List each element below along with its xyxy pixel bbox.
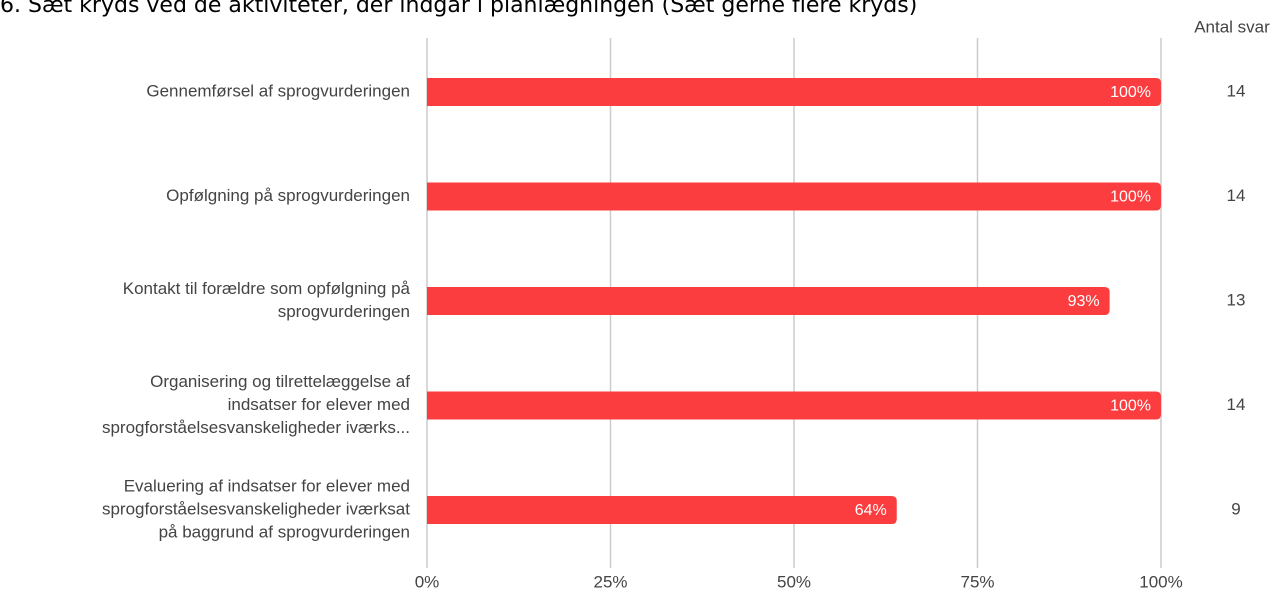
x-tick-label: 0%	[415, 572, 440, 591]
bar	[427, 287, 1110, 315]
y-tick-label: indsatser for elever med	[228, 395, 410, 414]
x-tick-label: 50%	[777, 572, 811, 591]
y-tick-label: Evaluering af indsatser for elever med	[124, 476, 410, 495]
y-tick-label: på baggrund af sprogvurderingen	[159, 522, 410, 541]
count-label: 14	[1227, 186, 1246, 205]
bar	[427, 182, 1161, 211]
count-label: 9	[1231, 499, 1240, 518]
bar	[427, 78, 1161, 106]
value-label: 100%	[1110, 398, 1151, 415]
bar	[427, 391, 1161, 420]
y-tick-label: sprogvurderingen	[278, 302, 410, 321]
x-tick-label: 100%	[1139, 572, 1182, 591]
value-label: 100%	[1110, 84, 1151, 101]
count-label: 14	[1227, 395, 1246, 414]
x-tick-label: 75%	[960, 572, 994, 591]
y-tick-label: Kontakt til forældre som opfølgning på	[123, 279, 411, 298]
y-tick-label: sprogforståelsesvanskeligheder iværksat	[102, 499, 410, 518]
y-tick-label: Opfølgning på sprogvurderingen	[166, 186, 410, 205]
chart-title: 6. Sæt kryds ved de aktiviteter, der ind…	[0, 0, 917, 18]
count-label: 14	[1227, 81, 1246, 100]
count-label: 13	[1227, 290, 1246, 309]
value-label: 64%	[855, 502, 887, 519]
value-label: 100%	[1110, 189, 1151, 206]
value-label: 93%	[1068, 293, 1100, 310]
count-header: Antal svar	[1194, 17, 1270, 36]
y-tick-label: Gennemførsel af sprogvurderingen	[146, 81, 410, 100]
y-tick-label: Organisering og tilrettelæggelse af	[150, 372, 410, 391]
y-tick-label: sprogforståelsesvanskeligheder iværks...	[102, 418, 410, 437]
x-tick-label: 25%	[593, 572, 627, 591]
bar	[427, 496, 897, 524]
